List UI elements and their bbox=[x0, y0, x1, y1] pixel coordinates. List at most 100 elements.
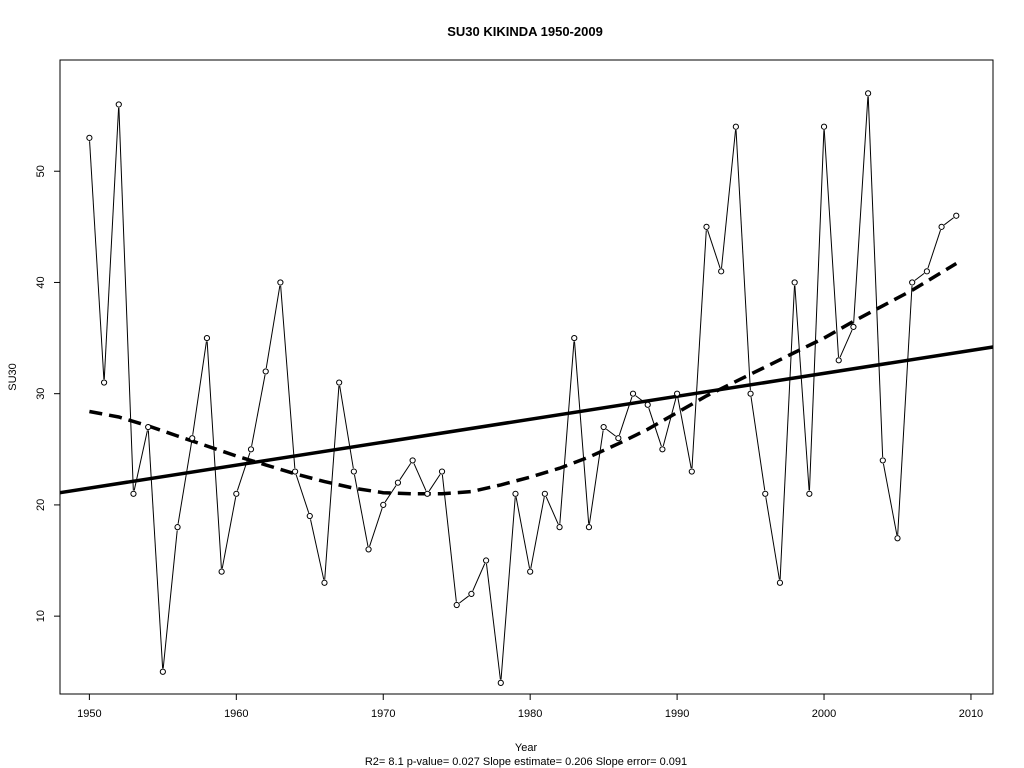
x-tick-label: 2000 bbox=[812, 708, 836, 720]
data-point bbox=[159, 668, 166, 675]
series-segment bbox=[943, 217, 954, 226]
series-segment bbox=[251, 374, 266, 447]
series-segment bbox=[853, 96, 869, 324]
stats-footer: R2= 8.1 p-value= 0.027 Slope estimate= 0… bbox=[365, 756, 687, 768]
series-segment bbox=[735, 130, 751, 391]
data-point bbox=[659, 446, 666, 453]
series-segment bbox=[794, 285, 810, 491]
data-point bbox=[718, 268, 725, 275]
data-point bbox=[350, 468, 357, 475]
data-point bbox=[585, 524, 593, 531]
data-point bbox=[189, 435, 196, 442]
series-segment bbox=[486, 563, 501, 680]
series-segment bbox=[530, 497, 545, 569]
series-segment bbox=[162, 530, 178, 669]
data-point bbox=[409, 457, 416, 464]
data-point bbox=[938, 223, 945, 230]
series-segment bbox=[588, 430, 604, 524]
data-point bbox=[879, 457, 886, 464]
data-point bbox=[291, 468, 299, 475]
data-point bbox=[247, 446, 255, 453]
series-segment bbox=[206, 341, 222, 569]
data-point bbox=[115, 101, 122, 108]
y-tick-label: 30 bbox=[35, 388, 47, 400]
data-point bbox=[674, 390, 681, 397]
x-axis: 1950 1960 1970 1980 1990 2000 2010 bbox=[77, 693, 983, 720]
data-point bbox=[909, 279, 916, 286]
series-segment bbox=[897, 285, 913, 535]
series-segment bbox=[927, 229, 941, 269]
x-tick-label: 1950 bbox=[77, 708, 101, 720]
chart-title: SU30 KIKINDA 1950-2009 bbox=[447, 24, 603, 39]
series-segment bbox=[324, 385, 340, 580]
data-point bbox=[218, 568, 225, 575]
series-segment bbox=[750, 396, 766, 491]
series-segment bbox=[192, 341, 207, 435]
x-tick-label: 1990 bbox=[665, 708, 689, 720]
data-point bbox=[629, 390, 637, 397]
series-segment bbox=[545, 496, 559, 525]
linear-trend-line bbox=[59, 345, 994, 495]
data-point bbox=[747, 390, 754, 397]
series-segment bbox=[369, 507, 383, 547]
data-point bbox=[380, 501, 387, 509]
data-point bbox=[306, 512, 313, 520]
series-segment bbox=[472, 563, 486, 591]
y-tick-label: 20 bbox=[35, 499, 47, 511]
series-segment bbox=[691, 230, 707, 469]
data-point bbox=[806, 490, 813, 497]
series-segment bbox=[310, 519, 325, 580]
series-segment bbox=[353, 474, 369, 547]
series-segment bbox=[648, 407, 662, 447]
data-point bbox=[556, 524, 563, 531]
series-layer bbox=[59, 90, 994, 686]
data-point bbox=[365, 546, 372, 553]
data-point bbox=[644, 401, 651, 408]
series-segment bbox=[808, 130, 825, 491]
x-axis-label: Year bbox=[515, 742, 538, 754]
series-segment bbox=[574, 341, 590, 524]
series-segment bbox=[765, 497, 780, 580]
data-point bbox=[145, 423, 152, 431]
series-segment bbox=[721, 130, 737, 269]
series-segment bbox=[662, 396, 677, 447]
series-segment bbox=[500, 497, 516, 680]
data-point bbox=[86, 134, 93, 141]
data-point bbox=[865, 90, 872, 97]
series-segment bbox=[133, 430, 148, 491]
data-point bbox=[438, 468, 446, 475]
series-segment bbox=[867, 96, 884, 458]
series-segment bbox=[89, 141, 105, 380]
data-point bbox=[600, 423, 607, 431]
series-segment bbox=[515, 497, 531, 569]
data-point bbox=[100, 379, 108, 386]
series-segment bbox=[677, 396, 692, 469]
series-segment bbox=[707, 229, 721, 269]
data-point bbox=[527, 568, 534, 575]
data-point bbox=[541, 490, 548, 497]
data-point bbox=[424, 490, 431, 497]
series-segment bbox=[118, 107, 134, 491]
series-segment bbox=[280, 285, 296, 469]
series-segment bbox=[236, 452, 251, 491]
y-tick-label: 40 bbox=[35, 276, 47, 288]
series-segment bbox=[779, 285, 795, 580]
data-point bbox=[130, 490, 137, 497]
series-segment bbox=[459, 595, 469, 604]
series-segment bbox=[384, 485, 397, 503]
series-segment bbox=[635, 395, 646, 404]
data-point bbox=[732, 123, 739, 130]
data-point bbox=[174, 524, 181, 531]
x-tick-label: 1980 bbox=[518, 708, 542, 720]
data-point bbox=[571, 334, 578, 342]
data-point bbox=[923, 268, 930, 275]
series-segment bbox=[221, 497, 237, 569]
data-point bbox=[762, 490, 769, 497]
data-point bbox=[394, 479, 402, 486]
data-point bbox=[850, 323, 857, 331]
data-point bbox=[482, 557, 490, 564]
data-point bbox=[203, 334, 211, 342]
series-segment bbox=[559, 341, 575, 524]
data-point bbox=[497, 679, 504, 686]
